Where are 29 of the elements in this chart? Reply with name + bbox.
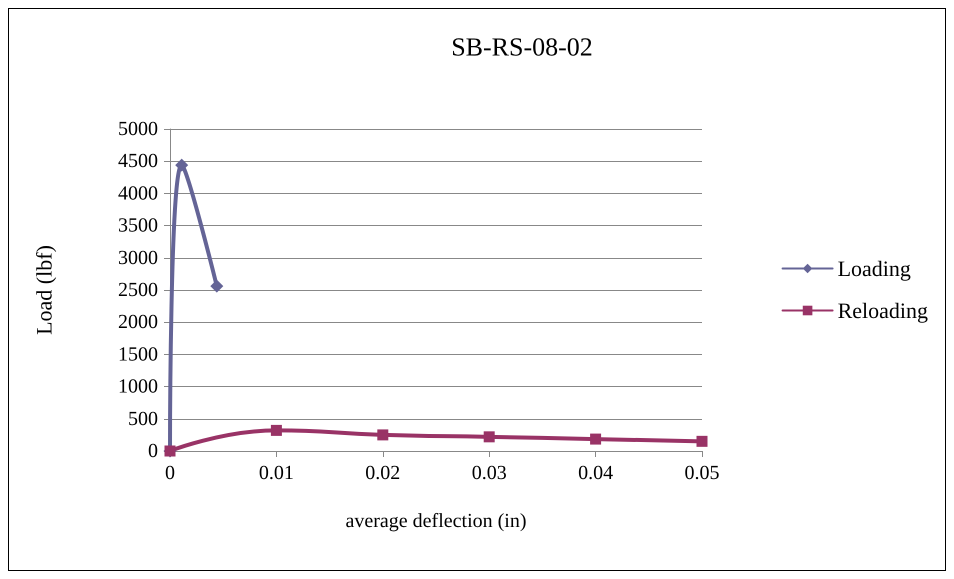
x-tick-label: 0: [165, 462, 175, 484]
point: [210, 280, 224, 293]
x-tick-label: 0.04: [578, 462, 614, 484]
x-tick-label: 0.05: [684, 462, 720, 484]
point: [484, 431, 495, 442]
y-tick-label: 4500: [118, 150, 158, 172]
point: [175, 158, 188, 172]
point: [377, 429, 388, 440]
y-tick-label: 2000: [118, 311, 158, 334]
point: [270, 424, 282, 436]
legend-label: Loading: [838, 256, 911, 281]
x-tick-label: 0.03: [472, 462, 507, 484]
point: [590, 434, 602, 445]
y-tick-label: 500: [128, 408, 158, 430]
y-tick-label: 1500: [118, 343, 158, 366]
x-tick-label: 0.01: [258, 462, 294, 484]
y-tick-label: 5000: [118, 118, 158, 140]
y-tick-label: 3500: [118, 214, 158, 237]
y-tick-label: 3000: [118, 246, 158, 269]
x-axis-title: average deflection (in): [345, 510, 527, 532]
y-tick-label: 0: [148, 440, 158, 462]
chart-title: SB-RS-08-02: [451, 32, 593, 62]
legend-label: Reloading: [838, 298, 928, 323]
y-tick-label: 2500: [118, 279, 158, 301]
point: [696, 436, 708, 447]
y-axis-title: Load (lbf): [32, 245, 56, 335]
y-tick-label: 1000: [118, 376, 158, 398]
x-tick-label: 0.02: [365, 462, 400, 484]
y-tick-label: 4000: [118, 182, 158, 204]
